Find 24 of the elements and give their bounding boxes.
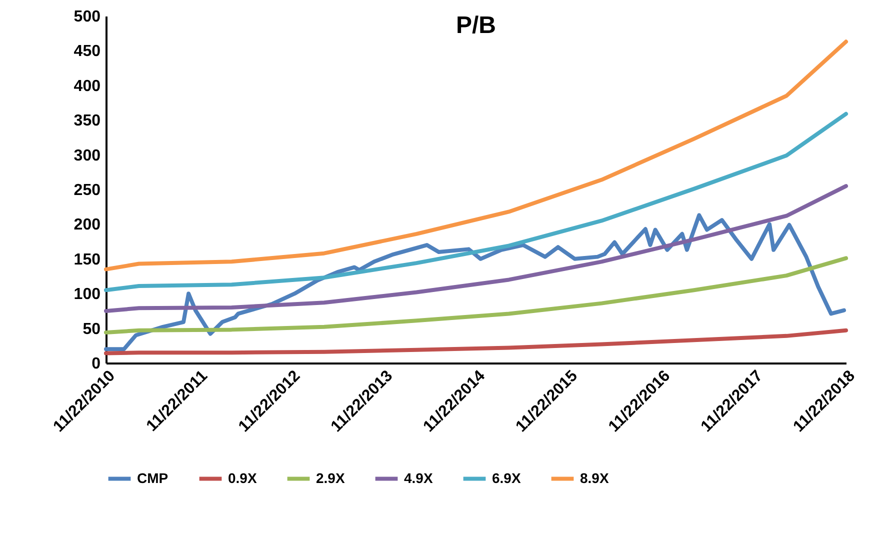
legend-label: 2.9X [316, 470, 346, 486]
y-tick-label: 350 [74, 112, 101, 130]
line-series [104, 40, 848, 272]
legend-label: 0.9X [228, 470, 258, 486]
line-series [104, 328, 848, 356]
y-tick-label: 250 [74, 182, 101, 199]
y-tick-label: 400 [74, 78, 101, 95]
y-tick-label: 100 [74, 286, 101, 304]
line-series [104, 184, 848, 313]
line-series [104, 112, 848, 292]
y-tick-label: 200 [74, 216, 101, 234]
y-tick-label: 500 [74, 8, 101, 26]
legend-label: 6.9X [492, 470, 522, 486]
y-tick-label: 50 [82, 320, 101, 338]
y-tick-label: 150 [74, 251, 101, 268]
line-series [104, 256, 848, 334]
legend-label: 4.9X [404, 470, 434, 486]
chart-title: P/B [456, 12, 496, 39]
y-tick-label: 450 [74, 43, 101, 60]
legend-label: 8.9X [580, 470, 610, 486]
line-series [104, 213, 846, 352]
y-tick-label: 0 [92, 356, 101, 372]
legend-label: CMP [137, 470, 168, 486]
y-tick-label: 300 [74, 147, 101, 164]
